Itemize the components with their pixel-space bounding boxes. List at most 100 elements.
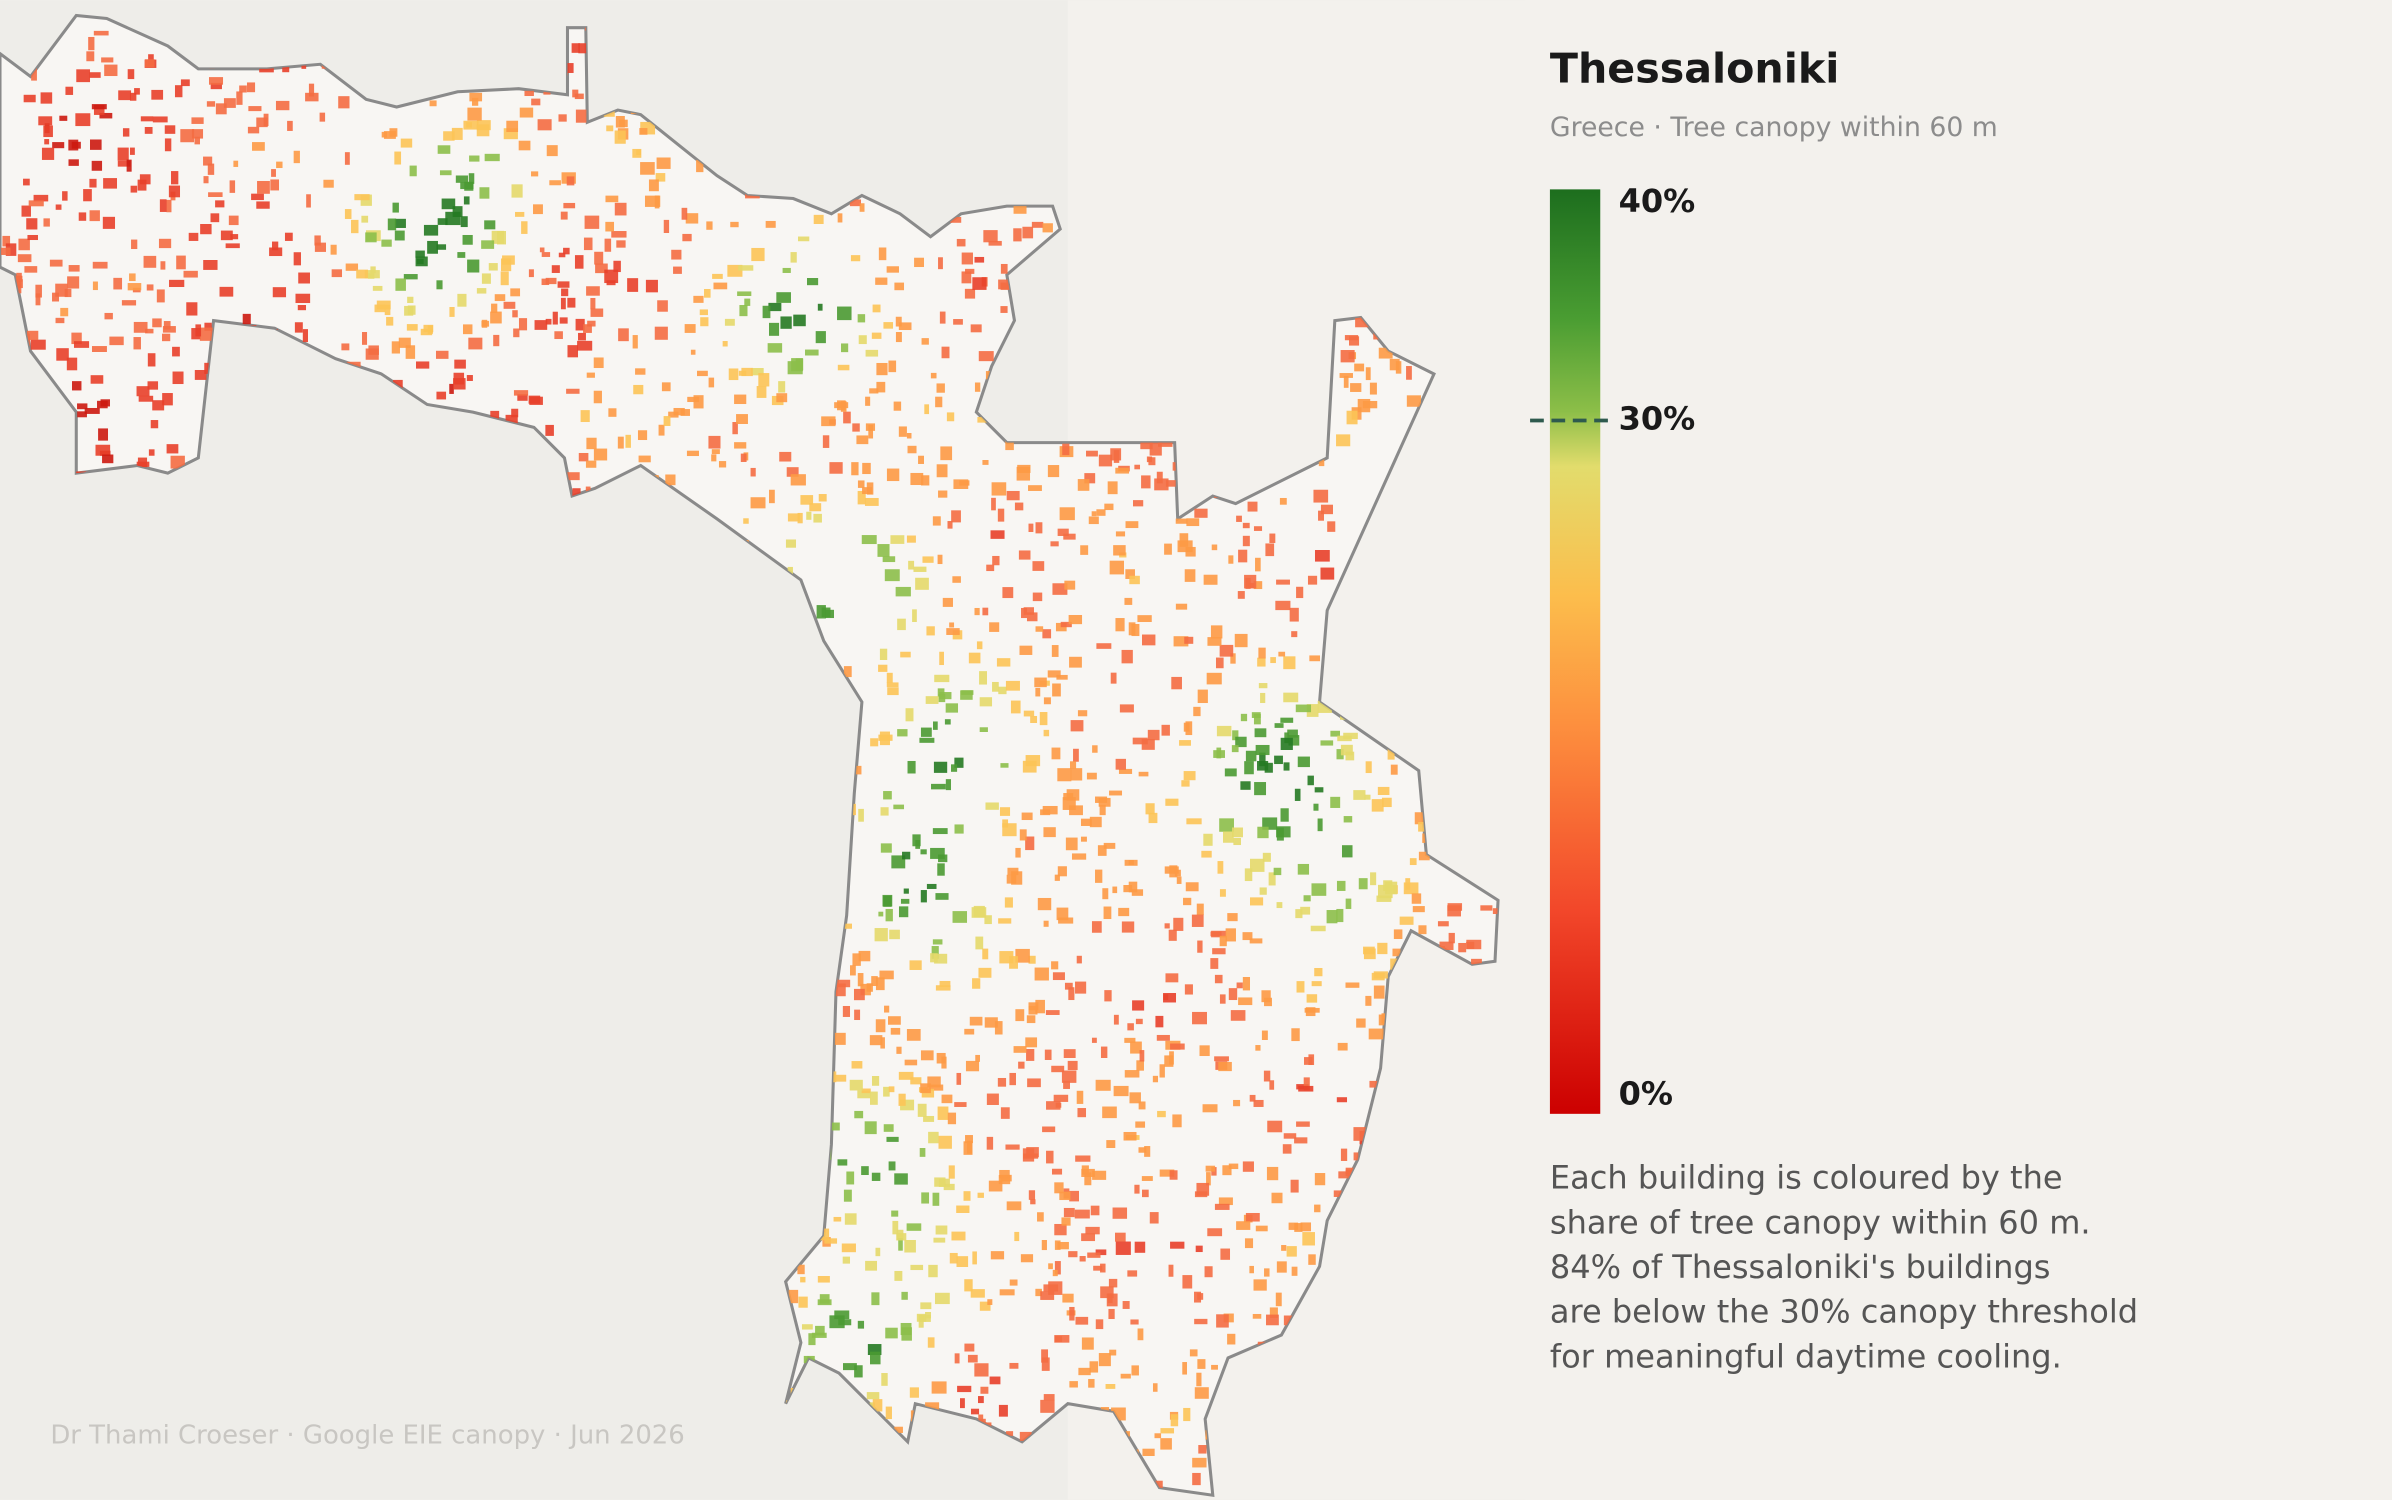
building <box>1309 655 1321 662</box>
building <box>850 255 861 262</box>
building <box>89 210 100 222</box>
building <box>365 348 379 360</box>
building <box>918 455 925 464</box>
building <box>1112 1207 1128 1219</box>
building <box>282 65 290 73</box>
building <box>740 453 747 462</box>
building <box>1392 948 1401 957</box>
building <box>1087 1252 1101 1258</box>
building <box>403 274 418 280</box>
building <box>1100 1286 1114 1299</box>
building <box>750 497 766 509</box>
building <box>811 1332 827 1338</box>
building <box>1183 897 1192 906</box>
building <box>728 368 739 381</box>
building <box>409 165 417 177</box>
building <box>1258 647 1266 659</box>
building <box>468 173 475 184</box>
building <box>835 979 851 988</box>
building <box>86 51 95 62</box>
building <box>1318 510 1324 521</box>
building <box>584 215 600 229</box>
building <box>515 211 525 217</box>
building <box>1236 515 1242 522</box>
building <box>152 116 168 123</box>
building <box>33 194 49 202</box>
building <box>1211 1364 1218 1370</box>
building <box>936 464 948 478</box>
description-line: Each building is coloured by the <box>1550 1159 2063 1197</box>
building <box>991 482 1007 496</box>
building <box>956 1205 970 1213</box>
building <box>346 361 361 368</box>
building <box>946 412 955 422</box>
building <box>89 178 97 188</box>
building <box>293 150 300 164</box>
building <box>101 57 114 63</box>
building <box>1063 533 1076 540</box>
building <box>1057 528 1069 536</box>
building <box>1291 1028 1300 1042</box>
building <box>875 1019 886 1033</box>
building <box>1086 772 1097 780</box>
building <box>104 312 113 320</box>
building <box>1128 881 1138 893</box>
building <box>1377 942 1388 955</box>
building <box>561 288 569 297</box>
building <box>821 416 836 427</box>
building <box>990 530 1005 539</box>
building <box>113 277 123 290</box>
building <box>947 521 953 529</box>
building <box>1015 1009 1025 1022</box>
building <box>892 1220 899 1235</box>
building <box>1376 895 1392 902</box>
building <box>1098 797 1111 807</box>
building <box>865 1260 878 1271</box>
building <box>808 1333 816 1346</box>
building <box>1242 535 1250 547</box>
building <box>1466 941 1475 949</box>
building <box>1085 1226 1100 1235</box>
building <box>166 199 172 213</box>
building <box>1164 923 1170 929</box>
building <box>1129 575 1140 585</box>
building <box>951 764 958 772</box>
building <box>1070 768 1083 781</box>
building <box>904 1239 916 1253</box>
building <box>1330 730 1341 737</box>
building <box>974 382 981 392</box>
building <box>457 293 467 307</box>
building <box>1245 577 1251 589</box>
building <box>129 92 137 101</box>
building <box>785 539 797 548</box>
building <box>1064 580 1076 590</box>
building <box>102 216 116 229</box>
building <box>1081 1233 1096 1242</box>
building <box>67 276 80 289</box>
building <box>857 973 864 987</box>
building <box>199 327 214 341</box>
building <box>1278 651 1286 657</box>
building <box>1053 1094 1069 1102</box>
building <box>1023 710 1035 717</box>
building <box>758 373 770 387</box>
building <box>1336 908 1344 923</box>
building <box>1340 744 1353 756</box>
building <box>1192 1472 1201 1486</box>
building <box>558 252 566 258</box>
building <box>1123 1131 1137 1141</box>
building <box>1135 1121 1146 1128</box>
building <box>1137 1328 1144 1341</box>
building <box>818 494 827 502</box>
building <box>1317 818 1323 832</box>
building <box>2 235 11 247</box>
building <box>1257 826 1269 839</box>
building <box>1250 897 1264 906</box>
building <box>941 1094 953 1104</box>
building <box>1073 748 1079 762</box>
building <box>879 970 894 980</box>
building <box>1054 1336 1063 1343</box>
building <box>1068 1251 1078 1258</box>
building <box>1220 1248 1231 1260</box>
building <box>104 64 118 77</box>
